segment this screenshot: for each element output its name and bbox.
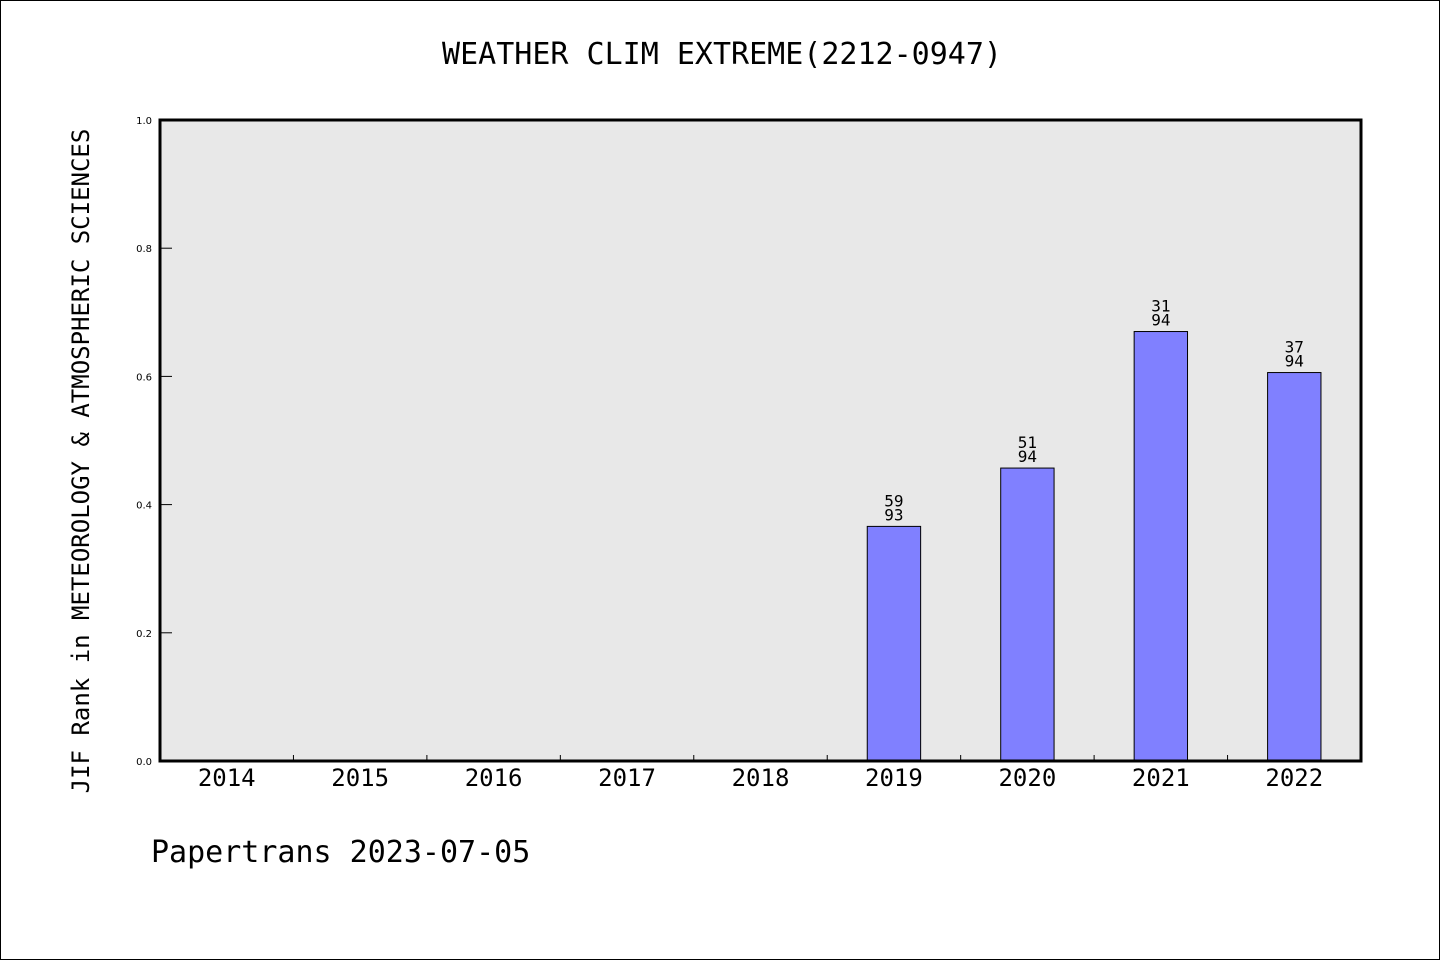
bar-label-rank-2022: 37 [1285,338,1304,357]
bar-label-total-2021: 94 [1151,311,1170,330]
bar-label-rank-2020: 51 [1018,433,1037,452]
bar-2021 [1133,331,1189,762]
chart-title: WEATHER CLIM EXTREME(2212-0947) [442,37,1002,72]
y-tick-label: 0.2 [136,629,152,640]
x-tick-label-2015: 2015 [331,764,389,792]
x-tick-label-2014: 2014 [198,764,256,792]
x-tick-label-2019: 2019 [865,764,923,792]
plot-border [158,118,1363,763]
bar-label-total-2019: 93 [884,505,903,524]
y-tick-label: 0.0 [136,757,152,768]
x-tick-label-2022: 2022 [1265,764,1323,792]
y-tick-label: 1.0 [136,116,152,127]
x-tick-label-2021: 2021 [1132,764,1190,792]
bar-2020 [1000,467,1055,762]
x-tick-label-2017: 2017 [598,764,656,792]
y-tick-label: 0.4 [136,501,152,512]
x-tick-label-2020: 2020 [998,764,1056,792]
bar-label-total-2022: 94 [1285,352,1304,371]
footer-credit: Papertrans 2023-07-05 [151,835,531,870]
bar-2022 [1267,372,1322,762]
y-tick-label: 0.8 [136,244,152,255]
bar-label-rank-2021: 31 [1151,297,1170,316]
y-tick-label: 0.6 [136,372,152,383]
x-tick-label-2018: 2018 [732,764,790,792]
bar-2019 [866,525,922,762]
x-tick-label-2016: 2016 [465,764,523,792]
bar-label-rank-2019: 59 [884,491,903,510]
bar-label-total-2020: 94 [1018,447,1037,466]
